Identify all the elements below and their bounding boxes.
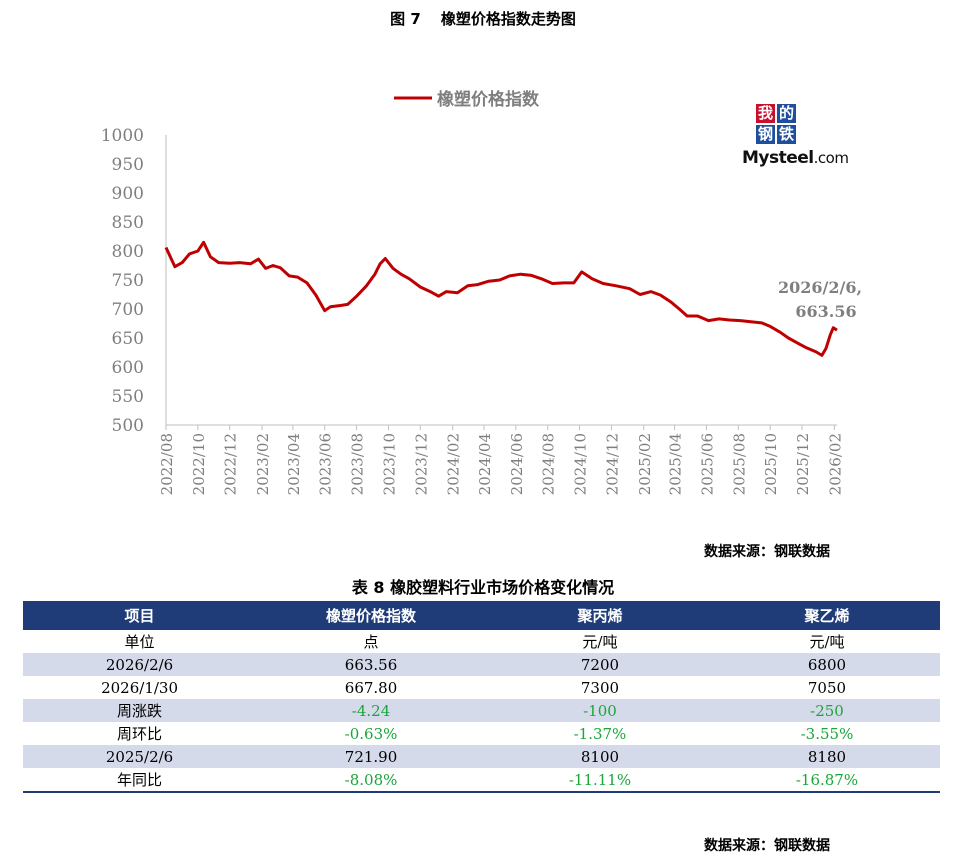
chart-source: 数据来源：钢联数据 xyxy=(704,544,830,560)
x-tick-label: 2023/08 xyxy=(349,433,367,495)
y-tick-label: 1000 xyxy=(101,126,144,146)
header-index: 橡塑价格指数 xyxy=(256,601,486,630)
table-cell: 721.90 xyxy=(256,745,486,768)
table-cell: 7050 xyxy=(807,678,847,697)
table-cell: 667.80 xyxy=(344,678,398,697)
y-tick-label: 650 xyxy=(112,329,144,349)
mysteel-logo: 我 的 钢 铁 Mysteel.com xyxy=(742,102,849,174)
x-tick-label: 2025/10 xyxy=(762,433,780,495)
x-tick-label: 2025/04 xyxy=(667,433,685,495)
x-tick-label: 2024/10 xyxy=(572,433,590,495)
table-header-row: 项目 橡塑价格指数 聚丙烯 聚乙烯 xyxy=(23,601,940,630)
table-cell: 元/吨 xyxy=(809,633,845,651)
x-tick-label: 2022/08 xyxy=(158,433,176,495)
table-row: 2026/2/6 663.56 7200 6800 xyxy=(23,653,940,676)
table-cell: 2026/1/30 xyxy=(101,678,179,697)
x-tick-label: 2026/02 xyxy=(826,433,844,495)
table-cell: 周涨跌 xyxy=(23,699,257,722)
legend-label: 橡塑价格指数 xyxy=(437,89,540,110)
price-index-line-chart: 500 550 600 650 700 750 800 850 900 950 1000 2022/0… xyxy=(101,89,862,495)
table-row: 单位 点 元/吨 元/吨 xyxy=(23,630,940,653)
table-row: 2026/1/30 667.80 7300 7050 xyxy=(23,676,940,699)
table-cell: 元/吨 xyxy=(582,633,618,651)
table-cell: -1.37% xyxy=(573,724,627,743)
x-tick-label: 2024/02 xyxy=(445,433,463,495)
table-source: 数据来源：钢联数据 xyxy=(704,838,830,854)
table-cell: -16.87% xyxy=(713,768,940,793)
series-line-rubber-plastic-index xyxy=(164,240,838,357)
x-tick-label: 2022/10 xyxy=(190,433,208,495)
y-tick-label: 850 xyxy=(112,213,144,233)
table-cell: -100 xyxy=(485,699,714,722)
table-row: 周环比 -0.63% -1.37% -3.55% xyxy=(23,722,940,745)
y-tick-label: 600 xyxy=(112,358,144,378)
table-cell: 2025/2/6 xyxy=(23,745,257,768)
x-tick-label: 2023/10 xyxy=(380,433,398,495)
y-tick-label: 500 xyxy=(112,416,144,436)
y-tick-label: 550 xyxy=(112,387,144,407)
annotation-line1: 2026/2/6, xyxy=(778,278,862,297)
figure-title: 图 7 橡塑价格指数走势图 xyxy=(0,8,966,29)
table-cell: -0.63% xyxy=(344,724,398,743)
table-cell: 6800 xyxy=(713,653,940,676)
table-title: 表 8 橡胶塑料行业市场价格变化情况 xyxy=(351,578,615,597)
header-item: 项目 xyxy=(23,601,257,630)
y-tick-label: 900 xyxy=(112,184,144,204)
table-cell: -11.11% xyxy=(485,768,714,793)
table-cell: 663.56 xyxy=(256,653,486,676)
price-change-table: 项目 橡塑价格指数 聚丙烯 聚乙烯 单位 点 元/吨 元/吨 2026/2/6 … xyxy=(23,601,940,793)
table-cell: -8.08% xyxy=(256,768,486,793)
table-cell: 8180 xyxy=(713,745,940,768)
logo-char-4: 铁 xyxy=(777,125,796,144)
x-tick-label: 2024/12 xyxy=(603,433,621,495)
table-cell: 单位 xyxy=(124,633,155,651)
logo-char-2: 的 xyxy=(777,104,796,123)
y-tick-label: 950 xyxy=(112,155,144,175)
x-tick-label: 2023/04 xyxy=(285,433,303,495)
table-row: 年同比 -8.08% -11.11% -16.87% xyxy=(23,768,940,793)
x-tick-label: 2023/06 xyxy=(317,433,335,495)
logo-brand: Mysteel.com xyxy=(742,148,849,168)
table-cell: 年同比 xyxy=(23,768,257,793)
table-cell: 点 xyxy=(363,633,379,651)
logo-char-1: 我 xyxy=(756,104,775,123)
figure-label: 图 7 xyxy=(390,10,421,28)
x-tick-label: 2023/12 xyxy=(412,433,430,495)
table-cell: 7200 xyxy=(485,653,714,676)
y-tick-label: 800 xyxy=(112,242,144,262)
figure-title-text: 橡塑价格指数走势图 xyxy=(440,10,576,28)
header-pe: 聚乙烯 xyxy=(713,601,940,630)
table-row: 2025/2/6 721.90 8100 8180 xyxy=(23,745,940,768)
table-cell: 2026/2/6 xyxy=(23,653,257,676)
annotation-line2: 663.56 xyxy=(795,302,856,321)
x-tick-label: 2024/06 xyxy=(508,433,526,495)
x-tick-label: 2024/04 xyxy=(476,433,494,495)
table-cell: -3.55% xyxy=(800,724,854,743)
table-cell: 周环比 xyxy=(117,725,163,743)
y-tick-label: 750 xyxy=(112,271,144,291)
x-tick-label: 2023/02 xyxy=(254,433,272,495)
x-tick-label: 2022/12 xyxy=(222,433,240,495)
table-cell: -250 xyxy=(713,699,940,722)
header-pp: 聚丙烯 xyxy=(485,601,714,630)
table-cell: 7300 xyxy=(580,678,620,697)
x-tick-label: 2025/06 xyxy=(698,433,716,495)
x-tick-label: 2024/08 xyxy=(540,433,558,495)
x-tick-label: 2025/02 xyxy=(636,433,654,495)
x-tick-label: 2025/12 xyxy=(794,433,812,495)
table-cell: 8100 xyxy=(485,745,714,768)
table-cell: -4.24 xyxy=(256,699,486,722)
table-row: 周涨跌 -4.24 -100 -250 xyxy=(23,699,940,722)
x-tick-label: 2025/08 xyxy=(730,433,748,495)
logo-char-3: 钢 xyxy=(756,125,775,144)
y-tick-label: 700 xyxy=(112,300,144,320)
